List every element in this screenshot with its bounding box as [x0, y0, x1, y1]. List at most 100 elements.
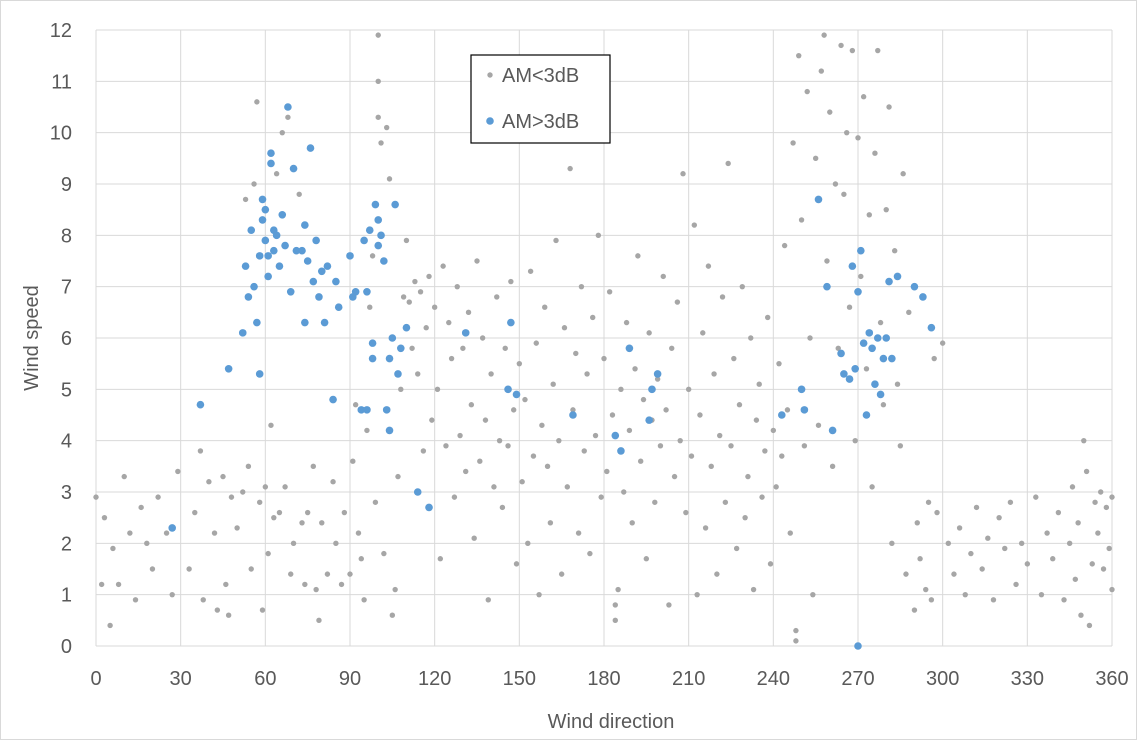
data-point-am-below-3db [426, 273, 432, 280]
x-tick-label: 360 [1095, 668, 1128, 690]
data-point-am-above-3db [360, 236, 368, 245]
data-point-am-above-3db [332, 277, 340, 286]
data-point-am-below-3db [333, 540, 339, 547]
data-point-am-below-3db [592, 432, 599, 439]
data-point-am-below-3db [220, 473, 226, 480]
data-point-am-below-3db [248, 566, 254, 572]
data-point-am-below-3db [604, 468, 610, 475]
data-point-am-below-3db [872, 150, 878, 156]
data-point-am-below-3db [465, 309, 472, 316]
data-point-am-below-3db [522, 396, 528, 403]
data-point-am-below-3db [911, 607, 918, 613]
data-point-am-below-3db [494, 294, 500, 300]
data-point-am-below-3db [262, 484, 269, 490]
data-point-am-below-3db [618, 386, 624, 393]
data-point-am-below-3db [536, 591, 542, 598]
data-point-am-below-3db [282, 484, 288, 490]
data-point-am-below-3db [598, 494, 604, 500]
data-point-am-below-3db [615, 586, 621, 593]
data-point-am-below-3db [149, 566, 156, 572]
data-point-am-below-3db [578, 283, 585, 290]
data-point-am-below-3db [443, 443, 449, 449]
data-point-am-above-3db [301, 221, 309, 229]
data-point-am-below-3db [1069, 484, 1076, 490]
data-point-am-below-3db [350, 458, 356, 464]
data-point-am-below-3db [719, 294, 726, 300]
data-point-am-below-3db [556, 437, 562, 444]
data-point-am-above-3db [800, 406, 809, 414]
data-point-am-above-3db [363, 288, 371, 296]
data-point-am-above-3db [873, 334, 882, 342]
data-point-am-below-3db [479, 335, 486, 341]
data-point-am-below-3db [714, 571, 720, 577]
data-point-am-below-3db [110, 545, 116, 552]
data-point-am-above-3db [882, 334, 891, 342]
data-point-am-above-3db [374, 216, 383, 224]
data-point-am-below-3db [437, 556, 444, 562]
data-point-am-below-3db [945, 540, 952, 547]
data-point-am-below-3db [290, 540, 297, 547]
legend-marker [486, 117, 494, 125]
data-point-am-above-3db [865, 329, 874, 337]
data-point-am-above-3db [778, 411, 786, 419]
data-point-am-above-3db [261, 205, 270, 214]
data-point-am-below-3db [575, 530, 582, 536]
data-point-am-below-3db [939, 340, 946, 346]
data-point-am-above-3db [859, 339, 868, 347]
data-point-am-above-3db [301, 318, 309, 327]
data-point-am-above-3db [385, 354, 394, 363]
data-point-am-below-3db [508, 278, 514, 285]
y-tick-label: 11 [51, 71, 72, 93]
data-point-am-above-3db [854, 642, 862, 650]
data-point-am-below-3db [866, 212, 872, 218]
data-point-am-above-3db [281, 241, 289, 250]
x-tick-label: 150 [503, 668, 536, 690]
data-point-am-below-3db [516, 360, 523, 367]
data-point-am-above-3db [258, 195, 267, 204]
data-point-am-below-3db [852, 437, 858, 444]
data-point-am-below-3db [530, 453, 537, 459]
data-point-am-above-3db [611, 431, 620, 440]
data-point-am-below-3db [702, 525, 709, 531]
data-point-am-above-3db [848, 262, 857, 270]
data-point-am-below-3db [753, 417, 760, 423]
x-tick-label: 180 [587, 668, 620, 690]
data-point-am-below-3db [635, 253, 641, 259]
x-tick-label: 30 [170, 668, 192, 690]
data-point-am-below-3db [499, 504, 506, 511]
data-point-am-below-3db [629, 520, 635, 526]
data-point-am-below-3db [790, 140, 796, 146]
data-point-am-below-3db [1024, 561, 1031, 567]
data-point-am-below-3db [310, 463, 317, 470]
data-point-am-below-3db [877, 319, 884, 326]
data-point-am-above-3db [168, 524, 176, 532]
data-point-am-below-3db [1109, 494, 1115, 500]
data-point-am-below-3db [101, 514, 108, 521]
data-point-am-below-3db [612, 602, 618, 608]
data-point-am-above-3db [504, 385, 512, 394]
data-point-am-below-3db [666, 602, 672, 608]
data-point-am-below-3db [245, 463, 252, 470]
data-point-am-above-3db [888, 354, 896, 363]
data-point-am-below-3db [646, 330, 652, 336]
data-point-am-below-3db [880, 402, 887, 408]
data-point-am-below-3db [951, 571, 957, 577]
data-point-am-below-3db [186, 566, 192, 572]
data-point-am-above-3db [315, 293, 323, 301]
data-point-am-below-3db [539, 422, 545, 428]
data-point-am-above-3db [289, 164, 298, 173]
data-point-am-below-3db [375, 114, 381, 120]
data-point-am-below-3db [406, 299, 412, 305]
data-point-am-below-3db [660, 273, 666, 280]
data-point-am-below-3db [962, 591, 968, 598]
data-point-am-below-3db [313, 586, 319, 593]
data-point-am-above-3db [374, 241, 383, 250]
x-tick-label: 120 [418, 668, 451, 690]
data-point-am-above-3db [837, 349, 845, 358]
y-tick-label: 9 [61, 174, 72, 196]
data-point-am-below-3db [818, 68, 825, 74]
data-point-am-above-3db [357, 406, 366, 414]
data-point-am-below-3db [502, 345, 508, 351]
data-point-am-above-3db [267, 159, 275, 168]
data-point-am-below-3db [392, 586, 398, 593]
